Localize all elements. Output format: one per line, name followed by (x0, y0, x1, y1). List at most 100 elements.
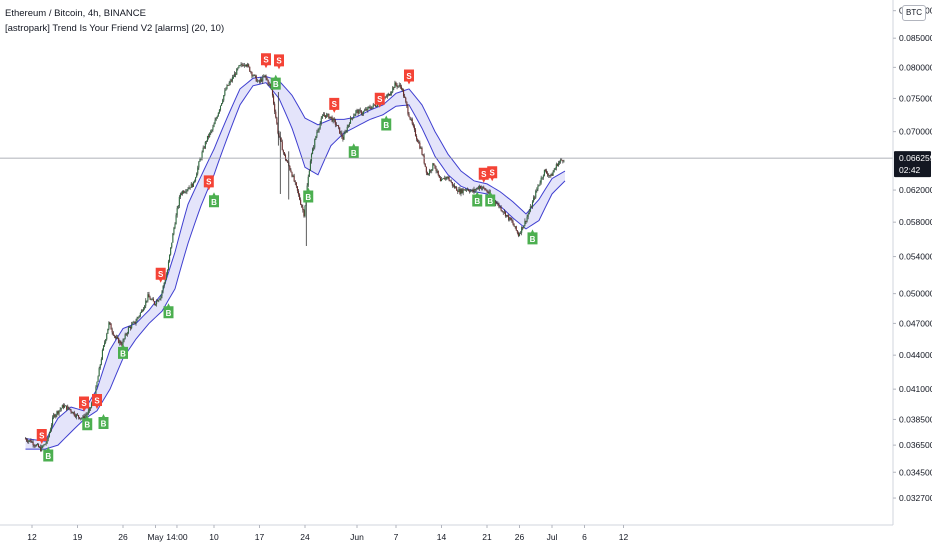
candle (96, 381, 98, 388)
candle (434, 164, 436, 169)
candle (390, 91, 392, 96)
candle (202, 145, 204, 153)
buy-signal[interactable]: B (527, 229, 538, 245)
candle (217, 112, 219, 117)
candle (273, 93, 275, 106)
candle (80, 418, 82, 421)
sell-signal[interactable]: S (36, 428, 47, 444)
candle (510, 217, 512, 221)
sell-signal-label: S (481, 170, 487, 179)
candle (112, 330, 114, 336)
candle (404, 93, 406, 99)
buy-signal[interactable]: B (303, 187, 314, 203)
candle (420, 146, 422, 149)
candle (462, 188, 464, 196)
candle (221, 102, 223, 107)
sell-signal[interactable]: S (92, 394, 102, 410)
sell-signal[interactable]: S (261, 53, 271, 69)
candle (231, 74, 233, 83)
buy-signal[interactable]: B (381, 115, 392, 131)
candle (53, 412, 55, 420)
time-axis-ticks[interactable]: 12 19 26 May 14:00 10 17 24 Jun 7 14 21 26 Jul 6 12 (27, 525, 628, 542)
candle (416, 134, 418, 142)
candle (161, 290, 163, 299)
sell-signal[interactable]: S (203, 175, 214, 191)
sell-signal-label: S (332, 100, 338, 109)
candle (496, 200, 498, 205)
candle (267, 79, 269, 86)
candle (195, 176, 197, 183)
sell-signal[interactable]: S (274, 54, 284, 70)
buy-signal[interactable]: B (209, 192, 219, 208)
candle (166, 269, 168, 276)
buy-signal[interactable]: B (485, 191, 496, 207)
buy-signal[interactable]: B (118, 343, 128, 359)
candle (145, 298, 147, 309)
buy-signal-label: B (166, 309, 172, 318)
candles (24, 62, 565, 452)
candle (518, 232, 521, 237)
candle (318, 127, 320, 133)
buy-signal-label: B (120, 349, 126, 358)
candle (222, 98, 224, 105)
candle (62, 403, 64, 410)
candle (66, 405, 68, 412)
candle (203, 145, 205, 149)
sell-signal[interactable]: S (329, 97, 340, 113)
candle (33, 443, 35, 449)
sell-signal[interactable]: S (478, 167, 489, 183)
buy-signal-label: B (530, 235, 536, 244)
candle (393, 86, 395, 91)
buy-signal[interactable]: B (43, 446, 54, 462)
candle (232, 74, 235, 80)
candle (373, 104, 375, 106)
candle (334, 118, 336, 128)
candle (37, 443, 40, 448)
sell-signal[interactable]: S (374, 92, 385, 108)
buy-signal[interactable]: B (270, 74, 281, 90)
candle (369, 104, 371, 110)
candle (548, 173, 550, 178)
candle (370, 105, 372, 110)
buy-signal-label: B (211, 198, 217, 207)
candle (466, 187, 469, 191)
candle (139, 312, 141, 318)
candle (400, 84, 402, 91)
buy-signal[interactable]: B (163, 303, 174, 319)
buy-signal[interactable]: B (348, 143, 359, 159)
buy-signal[interactable]: B (472, 191, 483, 207)
candle (331, 115, 333, 123)
sell-signal[interactable]: S (404, 69, 414, 85)
candle (30, 438, 32, 443)
price-axis[interactable] (893, 0, 932, 550)
candle (255, 74, 257, 82)
candle (146, 300, 148, 303)
candle (46, 438, 48, 445)
candle (278, 130, 280, 138)
candle (218, 108, 220, 114)
symbol-title[interactable]: Ethereum / Bitcoin, 4h, BINANCE (5, 8, 146, 19)
candle (487, 190, 489, 195)
candle (171, 242, 173, 249)
candle (178, 195, 180, 209)
indicator-title[interactable]: [astropark] Trend Is Your Friend V2 [ala… (5, 23, 225, 34)
candle (193, 179, 196, 184)
sell-signal[interactable]: S (79, 396, 89, 412)
candle (512, 219, 514, 226)
candle (183, 190, 185, 194)
sell-signal[interactable]: S (487, 166, 498, 182)
currency-badge[interactable]: BTC (902, 5, 926, 21)
time-tick-label: 6 (582, 532, 587, 542)
sell-signal[interactable]: S (155, 267, 166, 283)
candle (263, 74, 265, 78)
candle (539, 180, 541, 186)
candle (281, 139, 283, 151)
candle (237, 67, 239, 71)
buy-signal[interactable]: B (82, 415, 93, 431)
candle (459, 186, 461, 195)
buy-signal[interactable]: B (98, 413, 109, 429)
candle (329, 116, 331, 120)
candle (446, 176, 448, 180)
candle (152, 297, 154, 302)
